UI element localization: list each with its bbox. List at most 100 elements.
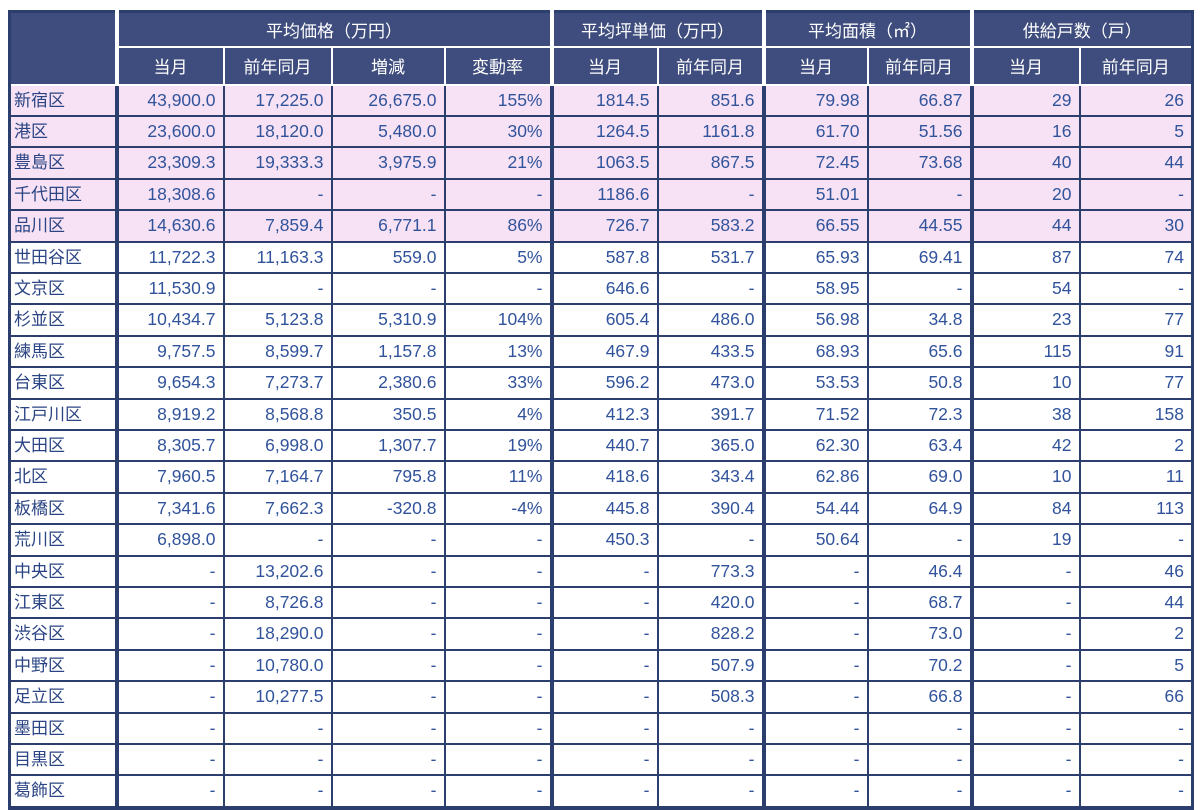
data-cell: 1264.5	[549, 115, 658, 149]
data-cell: -	[114, 775, 224, 809]
data-cell: 13%	[443, 335, 552, 369]
table-row: 目黒区 - - - - - - - - - -	[9, 744, 1193, 777]
data-cell: 1,157.8	[330, 335, 445, 369]
subheader-supply-prev-year: 前年同月	[1078, 46, 1193, 86]
data-cell: 1063.5	[549, 147, 658, 180]
data-cell: 158	[1078, 398, 1193, 431]
data-cell: -	[549, 744, 658, 777]
data-cell: 350.5	[330, 398, 445, 431]
data-cell: 18,290.0	[222, 618, 332, 651]
column-group-row: 平均価格（万円） 平均坪単価（万円） 平均面積（㎡） 供給戸数（戸）	[9, 11, 1193, 86]
data-cell: -	[656, 775, 764, 809]
ward-name-cell: 墨田区	[9, 712, 117, 746]
data-cell: 61.70	[761, 115, 868, 149]
data-cell: 11,722.3	[114, 241, 224, 274]
data-cell: 77	[1078, 304, 1193, 337]
data-cell: 51.56	[866, 115, 972, 149]
data-cell: 445.8	[549, 492, 658, 526]
data-cell: -	[549, 712, 658, 746]
data-cell: -	[1078, 272, 1193, 306]
data-cell: 418.6	[549, 461, 658, 494]
data-cell: -	[222, 712, 332, 746]
data-cell: -	[761, 649, 868, 683]
data-cell: 44.55	[866, 210, 972, 243]
data-cell: 14,630.6	[114, 210, 224, 243]
ward-name-cell: 渋谷区	[9, 618, 117, 651]
data-cell: 13,202.6	[222, 555, 332, 589]
data-cell: -	[761, 587, 868, 620]
data-cell: -	[1078, 712, 1193, 746]
data-cell: -	[330, 178, 445, 212]
table-row: 中野区 -10,780.0- - -507.9-70.2-5	[9, 649, 1193, 683]
table-row: 世田谷区 11,722.3 11,163.3 559.0 5% 587.8 531.7 65.…	[9, 241, 1193, 274]
ward-name-cell: 練馬区	[9, 335, 117, 369]
data-cell: 726.7	[549, 210, 658, 243]
data-cell: 70.2	[866, 649, 972, 683]
data-cell: -	[1078, 524, 1193, 557]
ward-name-cell: 板橋区	[9, 492, 117, 526]
data-cell: 433.5	[656, 335, 764, 369]
data-cell: 2,380.6	[330, 367, 445, 400]
data-cell: 26	[1078, 84, 1193, 117]
data-cell: 473.0	[656, 367, 764, 400]
table-row: 江戸川区 8,919.2 8,568.8 350.5 4% 412.3 391.7 71.52…	[9, 398, 1193, 431]
data-cell: 450.3	[549, 524, 658, 557]
data-cell: 646.6	[549, 272, 658, 306]
data-cell: 5	[1078, 115, 1193, 149]
data-cell: -	[969, 744, 1080, 777]
data-cell: -	[330, 618, 445, 651]
subheader-tsubo-current: 当月	[549, 46, 658, 86]
data-cell: 65.93	[761, 241, 868, 274]
data-cell: 19%	[443, 429, 552, 463]
column-group-supply-units: 供給戸数（戸）	[969, 11, 1193, 48]
data-cell: 9,654.3	[114, 367, 224, 400]
data-cell: -	[330, 587, 445, 620]
data-cell: 104%	[443, 304, 552, 337]
data-cell: -	[761, 744, 868, 777]
data-cell: -	[969, 649, 1080, 683]
data-cell: -	[443, 681, 552, 714]
data-cell: 20	[969, 178, 1080, 212]
data-cell: -	[866, 272, 972, 306]
data-cell: 73.68	[866, 147, 972, 180]
data-cell: 63.4	[866, 429, 972, 463]
ward-stats-table: 平均価格（万円） 平均坪単価（万円） 平均面積（㎡） 供給戸数（戸） 当月 前年…	[8, 10, 1194, 810]
table-row: 北区 7,960.5 7,164.7 795.8 11% 418.6 343.4 62.86 6…	[9, 461, 1193, 494]
data-cell: -	[969, 775, 1080, 809]
column-group-avg-tsubo-price: 平均坪単価（万円）	[549, 11, 764, 48]
ward-name-cell: 江東区	[9, 587, 117, 620]
data-cell: -	[443, 524, 552, 557]
data-cell: 71.52	[761, 398, 868, 431]
data-cell: 91	[1078, 335, 1193, 369]
table-row: 足立区 -10,277.5- - -508.3-66.8-66	[9, 681, 1193, 714]
data-cell: -	[1078, 744, 1193, 777]
ward-name-cell: 文京区	[9, 272, 117, 306]
data-cell: 69.0	[866, 461, 972, 494]
data-cell: -	[114, 681, 224, 714]
column-subheader-row: 当月 前年同月 増減 変動率 当月 前年同月 当月 前年同月 当月 前年同月	[10, 46, 1193, 86]
data-cell: 8,568.8	[222, 398, 332, 431]
data-cell: 64.9	[866, 492, 972, 526]
data-cell: 54	[969, 272, 1080, 306]
data-cell: -	[443, 555, 552, 589]
data-cell: 6,998.0	[222, 429, 332, 463]
data-cell: 54.44	[761, 492, 868, 526]
ward-name-cell: 品川区	[9, 210, 117, 243]
data-cell: -	[969, 681, 1080, 714]
data-cell: 155%	[443, 84, 552, 117]
data-cell: -	[114, 618, 224, 651]
data-cell: 21%	[443, 147, 552, 180]
ward-name-cell: 江戸川区	[9, 398, 117, 431]
data-cell: -	[114, 744, 224, 777]
data-cell: 507.9	[656, 649, 764, 683]
data-cell: 33%	[443, 367, 552, 400]
data-cell: -	[222, 178, 332, 212]
subheader-area-current: 当月	[761, 46, 868, 86]
data-cell: 390.4	[656, 492, 764, 526]
ward-name-cell: 中野区	[9, 649, 117, 683]
data-cell: 53.53	[761, 367, 868, 400]
data-cell: 50.8	[866, 367, 972, 400]
data-cell: 34.8	[866, 304, 972, 337]
data-cell: -	[549, 681, 658, 714]
table-row: 荒川区 6,898.0- - -450.3-50.64-19-	[9, 524, 1193, 557]
